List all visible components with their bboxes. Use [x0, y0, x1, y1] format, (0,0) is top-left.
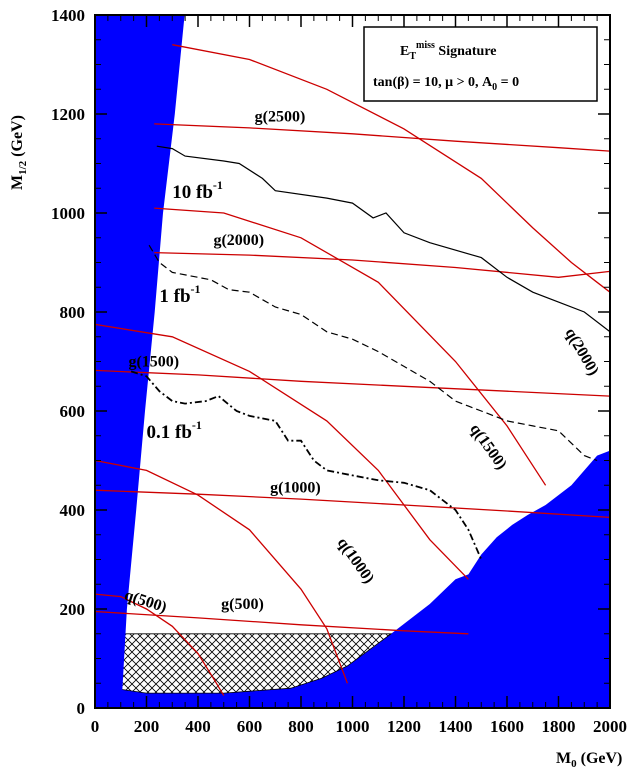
legend-line-2: tan(β) = 10, μ > 0, A0 = 0 [373, 75, 519, 93]
mass-contour-g-1000 [95, 489, 610, 519]
mass-contour-q-2500 [172, 44, 610, 293]
x-axis-label-main: M [556, 750, 571, 767]
x-tick-label: 1400 [439, 717, 473, 736]
y-tick-label: 400 [60, 501, 86, 520]
y-tick-label: 800 [60, 303, 86, 322]
y-tick-label: 1400 [51, 6, 85, 25]
mass-contour-q-2000 [154, 207, 547, 486]
y-tick-label: 1000 [51, 204, 85, 223]
x-tick-label: 1000 [336, 717, 370, 736]
x-axis-label-sub: 0 [571, 758, 577, 770]
y-axis-label: M1/2 (GeV) [9, 115, 29, 190]
excluded-region-left [95, 15, 185, 708]
mass-contour-q-500 [95, 593, 225, 696]
mass-contour-label: g(2500) [255, 108, 306, 125]
x-tick-label: 800 [288, 717, 314, 736]
reach-curve-label: 10 fb-1 [172, 178, 223, 203]
mass-contour-label: g(2000) [213, 232, 264, 249]
mass-contour-label: g(500) [221, 596, 264, 613]
legend-box [363, 26, 598, 102]
mass-contour-g-2500 [154, 123, 610, 152]
y-tick-label: 0 [77, 699, 86, 718]
excluded-region-bottom [95, 450, 610, 708]
y-tick-label: 1200 [51, 105, 85, 124]
x-tick-label: 400 [185, 717, 211, 736]
filled-regions-layer [95, 15, 610, 708]
mass-contour-label: g(1000) [270, 480, 321, 497]
y-axis-label-unit: (GeV) [9, 115, 26, 161]
axis-ticks-layer: 0 200 400 600 800 1000 1200 1400 1600 1800 2000 0 20… [51, 6, 627, 736]
reach-curve-solid [156, 145, 610, 333]
y-tick-label: 200 [60, 600, 86, 619]
x-tick-label: 200 [134, 717, 160, 736]
curves-layer [95, 44, 610, 696]
y-axis-label-main: M [9, 175, 26, 190]
x-tick-label: 600 [237, 717, 263, 736]
reach-curve-label: 0.1 fb-1 [147, 418, 202, 443]
y-tick-label: 600 [60, 402, 86, 421]
x-tick-label: 2000 [593, 717, 627, 736]
mass-contour-q-1000 [95, 459, 349, 684]
x-axis-label: M0 (GeV) [556, 750, 622, 770]
x-tick-label: 1600 [490, 717, 524, 736]
x-tick-label: 1800 [542, 717, 576, 736]
mass-contour-g-2000 [154, 251, 610, 278]
x-tick-label: 1200 [387, 717, 421, 736]
reach-curve-dashed [148, 244, 598, 462]
mass-contour-q-1500 [95, 323, 469, 580]
reach-curve-label: 1 fb-1 [159, 282, 200, 307]
x-axis-label-unit: (GeV) [577, 750, 623, 767]
x-tick-label: 0 [91, 717, 100, 736]
mass-contour-g-500 [95, 610, 469, 635]
legend: ETmiss Signature tan(β) = 10, μ > 0, A0 … [363, 26, 598, 102]
mass-contour-g-1500 [95, 369, 610, 397]
legend-line-1: ETmiss Signature [400, 40, 497, 62]
y-axis-label-sub: 1/2 [17, 160, 29, 175]
mass-contour-label: g(1500) [128, 353, 179, 370]
